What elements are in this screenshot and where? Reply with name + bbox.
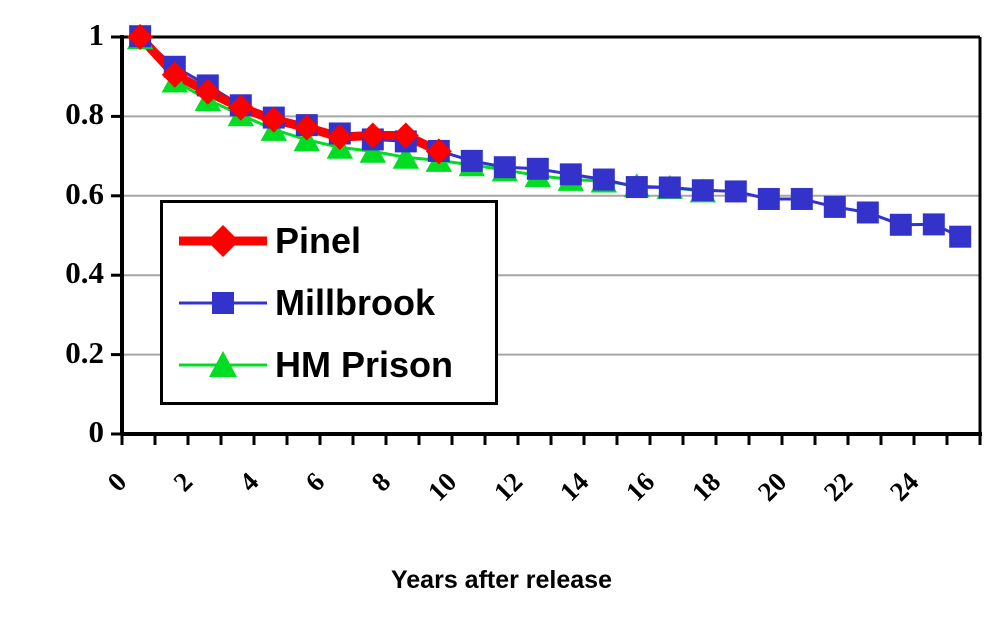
data-point-hm-prison: [392, 144, 419, 169]
data-point-millbrook: [526, 157, 549, 180]
y-axis-tick-label: 1: [88, 17, 105, 52]
chart-figure: 0 0.2 0.4 0.6 0.8 1 0 2 4 6 8 10 12 14 16 18 20 22 24 Pin…: [65, 17, 982, 594]
data-point-millbrook: [790, 187, 813, 210]
legend-swatch-triangle-icon: [177, 345, 269, 385]
data-point-millbrook: [559, 163, 582, 186]
data-point-millbrook: [949, 225, 972, 248]
data-point-millbrook: [625, 176, 648, 199]
data-point-pinel: [392, 122, 419, 149]
legend-label-pinel: Pinel: [275, 219, 362, 261]
y-axis-tick-label: 0.6: [65, 175, 104, 211]
legend-swatch-square-icon: [177, 283, 269, 323]
legend-swatch-diamond-icon: [177, 221, 269, 261]
data-point-millbrook: [592, 168, 615, 191]
legend-label-hm-prison: HM Prison: [275, 343, 454, 385]
data-point-millbrook: [856, 201, 879, 224]
data-point-pinel: [359, 122, 386, 149]
data-point-millbrook: [658, 176, 681, 199]
data-point-hm-prison: [359, 138, 386, 163]
data-point-millbrook: [889, 213, 912, 236]
plot-area: [111, 24, 982, 445]
series-line-hm-prison: [138, 36, 703, 193]
x-axis-title: Years after release: [390, 566, 612, 594]
data-point-pinel: [260, 106, 287, 133]
data-point-pinel: [293, 114, 320, 141]
data-point-pinel: [161, 61, 188, 88]
data-point-millbrook: [757, 187, 780, 210]
data-point-pinel: [227, 94, 254, 121]
y-axis-tick-label: 0.8: [65, 96, 104, 132]
y-axis-tick-label: 0.2: [65, 334, 104, 370]
y-axis-tick-label: 0.4: [65, 255, 104, 291]
data-point-pinel: [194, 78, 221, 105]
data-point-millbrook: [460, 149, 483, 172]
data-point-millbrook: [922, 213, 945, 236]
data-point-pinel: [425, 138, 452, 165]
data-point-pinel: [127, 24, 154, 50]
y-axis-tick-label: 0: [88, 414, 105, 449]
legend-item-pinel: Pinel: [163, 210, 495, 272]
data-point-pinel: [326, 124, 353, 151]
legend-item-hm-prison: HM Prison: [163, 334, 495, 396]
series-line-pinel: [136, 33, 441, 156]
legend-label-millbrook: Millbrook: [275, 281, 435, 323]
chart-legend: Pinel Millbrook HM Prison: [160, 200, 498, 405]
data-point-millbrook: [691, 179, 714, 202]
legend-item-millbrook: Millbrook: [163, 272, 495, 334]
data-point-millbrook: [823, 195, 846, 218]
data-point-millbrook: [724, 180, 747, 203]
data-point-millbrook: [493, 156, 516, 179]
